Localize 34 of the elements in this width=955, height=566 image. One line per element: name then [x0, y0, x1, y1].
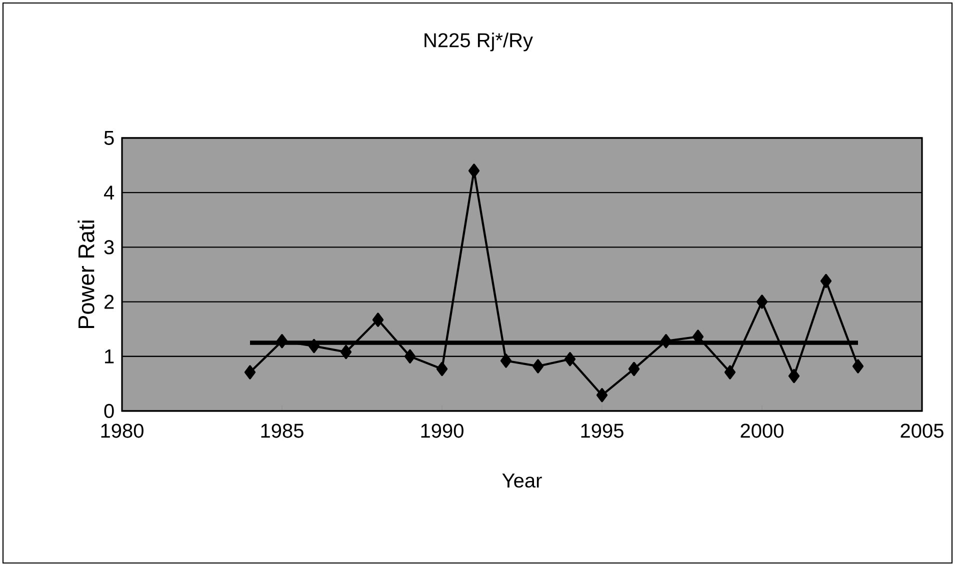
point — [244, 365, 256, 380]
x-tick-label: 1990 — [421, 424, 464, 438]
point — [628, 362, 640, 376]
point — [468, 164, 480, 178]
point — [724, 365, 736, 380]
point — [276, 334, 288, 348]
y-tick-label: 4 — [104, 186, 114, 200]
x-axis-title: Year — [502, 474, 542, 488]
point — [564, 352, 576, 366]
point — [660, 334, 672, 348]
point — [788, 368, 800, 384]
y-tick-label: 5 — [104, 131, 114, 145]
point — [820, 274, 832, 288]
point — [852, 359, 864, 374]
point — [596, 388, 608, 402]
chart-title: N225 Rj*/Ry — [424, 32, 533, 52]
point — [372, 312, 384, 327]
x-tick-label: 2000 — [740, 424, 784, 438]
point — [340, 344, 352, 360]
y-tick-label: 3 — [104, 240, 114, 254]
point — [404, 349, 416, 364]
x-tick-label: 1995 — [581, 424, 624, 438]
x-tick-label: 1985 — [261, 424, 304, 438]
y-tick-label: 2 — [104, 294, 114, 309]
point — [500, 354, 512, 368]
point — [308, 338, 320, 354]
point — [532, 359, 544, 374]
y-tick-label: 0 — [104, 404, 114, 418]
x-tick-label: 2005 — [900, 424, 944, 438]
point — [756, 294, 768, 309]
x-tick-label: 1980 — [101, 424, 144, 438]
y-tick-label: 1 — [105, 350, 114, 364]
point — [436, 362, 448, 376]
y-axis-title: Power Rati — [78, 220, 94, 328]
